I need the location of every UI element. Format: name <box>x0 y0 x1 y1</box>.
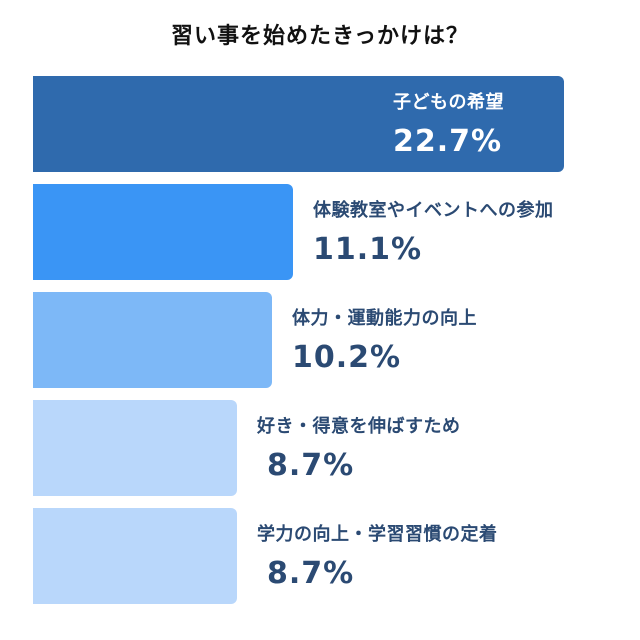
value-label-4: 8.7% <box>267 448 355 483</box>
category-label-4: 好き・得意を伸ばすため <box>257 416 461 437</box>
category-label-5: 学力の向上・学習習慣の定着 <box>257 524 498 545</box>
chart-title: 習い事を始めたきっかけは？ <box>170 24 470 49</box>
value-label-5: 8.7% <box>267 556 355 591</box>
bar-4 <box>33 400 237 496</box>
value-label-1: 22.7% <box>393 124 503 159</box>
category-label-2: 体験教室やイベントへの参加 <box>313 200 554 221</box>
bar-3 <box>33 292 272 388</box>
category-label-1: 子どもの希望 <box>393 92 504 113</box>
value-label-3: 10.2% <box>292 340 402 375</box>
category-label-3: 体力・運動能力の向上 <box>292 308 477 329</box>
bar-2 <box>33 184 293 280</box>
value-label-2: 11.1% <box>313 232 423 267</box>
bar-5 <box>33 508 237 604</box>
bar-1 <box>33 76 564 172</box>
